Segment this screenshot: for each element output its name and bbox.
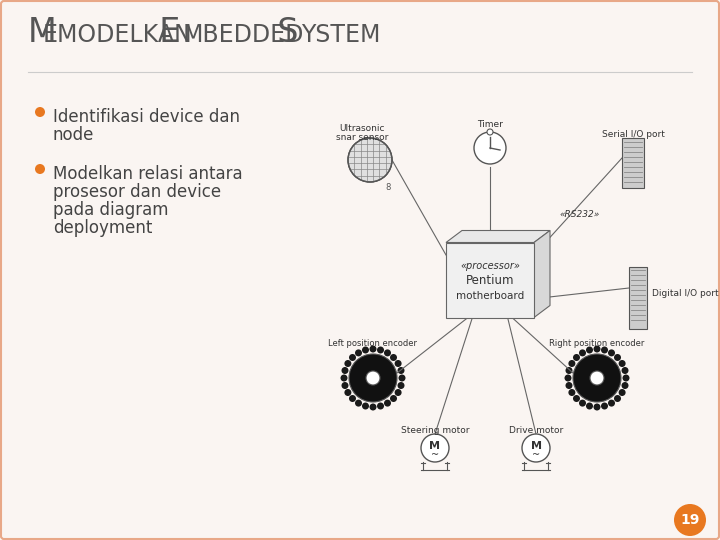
Circle shape [621, 367, 629, 374]
Circle shape [344, 389, 351, 396]
Text: MBEDDED: MBEDDED [182, 23, 304, 47]
Text: Left position encoder: Left position encoder [328, 339, 418, 348]
Circle shape [341, 367, 348, 374]
Circle shape [348, 138, 392, 182]
Circle shape [522, 434, 550, 462]
Circle shape [618, 360, 626, 367]
Circle shape [487, 129, 493, 135]
Circle shape [369, 403, 377, 410]
Circle shape [579, 349, 586, 356]
Circle shape [390, 354, 397, 361]
Circle shape [565, 382, 572, 389]
Text: Digital I/O port: Digital I/O port [652, 288, 719, 298]
Text: Ultrasonic: Ultrasonic [339, 124, 384, 133]
Circle shape [397, 382, 405, 389]
Circle shape [349, 395, 356, 402]
Circle shape [568, 389, 575, 396]
Circle shape [349, 354, 397, 402]
Circle shape [390, 395, 397, 402]
Polygon shape [446, 231, 550, 242]
Text: «RS232»: «RS232» [560, 210, 600, 219]
Circle shape [608, 349, 615, 356]
Polygon shape [534, 231, 550, 318]
Text: EMODELKAN: EMODELKAN [43, 23, 193, 47]
Circle shape [362, 402, 369, 409]
Text: ~: ~ [431, 450, 439, 460]
Circle shape [377, 402, 384, 409]
Text: E: E [138, 16, 180, 49]
Circle shape [362, 347, 369, 354]
Text: Pentium: Pentium [466, 274, 514, 287]
Text: node: node [53, 126, 94, 144]
Circle shape [593, 403, 600, 410]
Text: Timer: Timer [477, 120, 503, 129]
Text: «processor»: «processor» [460, 261, 520, 271]
Circle shape [601, 347, 608, 354]
Text: Modelkan relasi antara: Modelkan relasi antara [53, 165, 243, 183]
Text: M: M [531, 441, 541, 451]
Circle shape [377, 347, 384, 354]
Text: snar sensor: snar sensor [336, 133, 388, 142]
Text: prosesor dan device: prosesor dan device [53, 183, 221, 201]
Text: Identifikasi device dan: Identifikasi device dan [53, 108, 240, 126]
Circle shape [573, 354, 580, 361]
Text: deployment: deployment [53, 219, 153, 237]
Circle shape [586, 347, 593, 354]
Circle shape [593, 346, 600, 353]
Text: 19: 19 [680, 513, 700, 527]
Circle shape [674, 504, 706, 536]
Circle shape [384, 400, 391, 407]
Circle shape [573, 395, 580, 402]
Bar [446, 242, 534, 318]
Text: Drive motor: Drive motor [509, 426, 563, 435]
Circle shape [35, 107, 45, 117]
Circle shape [397, 367, 405, 374]
Text: Right position encoder: Right position encoder [549, 339, 644, 348]
Circle shape [586, 402, 593, 409]
Circle shape [608, 400, 615, 407]
Circle shape [564, 375, 572, 381]
Text: Serial I/O port: Serial I/O port [602, 130, 665, 139]
Circle shape [565, 367, 572, 374]
Circle shape [384, 349, 391, 356]
Circle shape [590, 371, 604, 385]
Text: YSTEM: YSTEM [301, 23, 380, 47]
Circle shape [395, 360, 402, 367]
Circle shape [474, 132, 506, 164]
Circle shape [568, 360, 575, 367]
Circle shape [344, 360, 351, 367]
Bar [622, 138, 644, 188]
Circle shape [366, 371, 380, 385]
Circle shape [623, 375, 629, 381]
Circle shape [349, 354, 356, 361]
Circle shape [601, 402, 608, 409]
Bar [629, 267, 647, 329]
Circle shape [421, 434, 449, 462]
Circle shape [355, 349, 362, 356]
Text: motherboard: motherboard [456, 291, 524, 301]
Text: Steering motor: Steering motor [401, 426, 469, 435]
Text: S: S [256, 16, 299, 49]
Text: pada diagram: pada diagram [53, 201, 168, 219]
Circle shape [398, 375, 405, 381]
Circle shape [355, 400, 362, 407]
Text: M: M [28, 16, 57, 49]
Circle shape [341, 382, 348, 389]
Circle shape [341, 375, 348, 381]
Circle shape [573, 354, 621, 402]
Circle shape [618, 389, 626, 396]
Circle shape [395, 389, 402, 396]
Circle shape [614, 395, 621, 402]
Circle shape [35, 164, 45, 174]
Text: 8: 8 [385, 183, 391, 192]
Circle shape [621, 382, 629, 389]
Circle shape [579, 400, 586, 407]
Text: M: M [430, 441, 441, 451]
Circle shape [369, 346, 377, 353]
Text: ~: ~ [532, 450, 540, 460]
Circle shape [614, 354, 621, 361]
